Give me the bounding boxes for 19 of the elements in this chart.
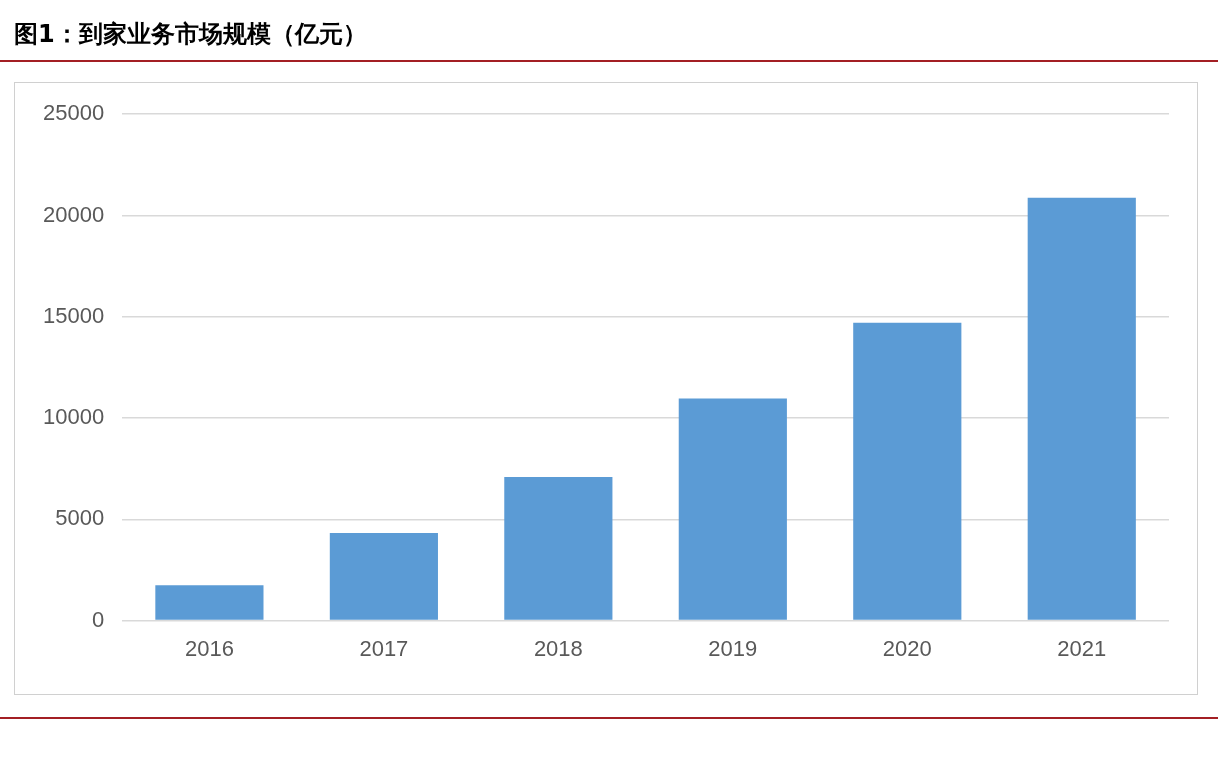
bar [1027, 197, 1136, 620]
y-tick-label: 10000 [42, 404, 105, 430]
x-tick-label: 2018 [533, 635, 583, 661]
y-tick-label: 0 [91, 606, 105, 632]
bar [329, 533, 438, 620]
y-tick-label: 5000 [55, 505, 105, 531]
x-tick-label: 2016 [184, 635, 234, 661]
chart-title: 图1：到家业务市场规模（亿元） [14, 19, 367, 50]
bar [504, 476, 613, 620]
bar [678, 398, 787, 620]
bar [155, 585, 264, 620]
x-tick-label: 2017 [359, 635, 409, 661]
x-tick-label: 2020 [882, 635, 932, 661]
x-tick-label: 2019 [708, 635, 758, 661]
y-tick-label: 20000 [42, 201, 105, 227]
y-tick-label: 15000 [42, 302, 105, 328]
x-tick-label: 2021 [1057, 635, 1107, 661]
bar [853, 322, 962, 620]
y-tick-label: 25000 [42, 100, 105, 126]
